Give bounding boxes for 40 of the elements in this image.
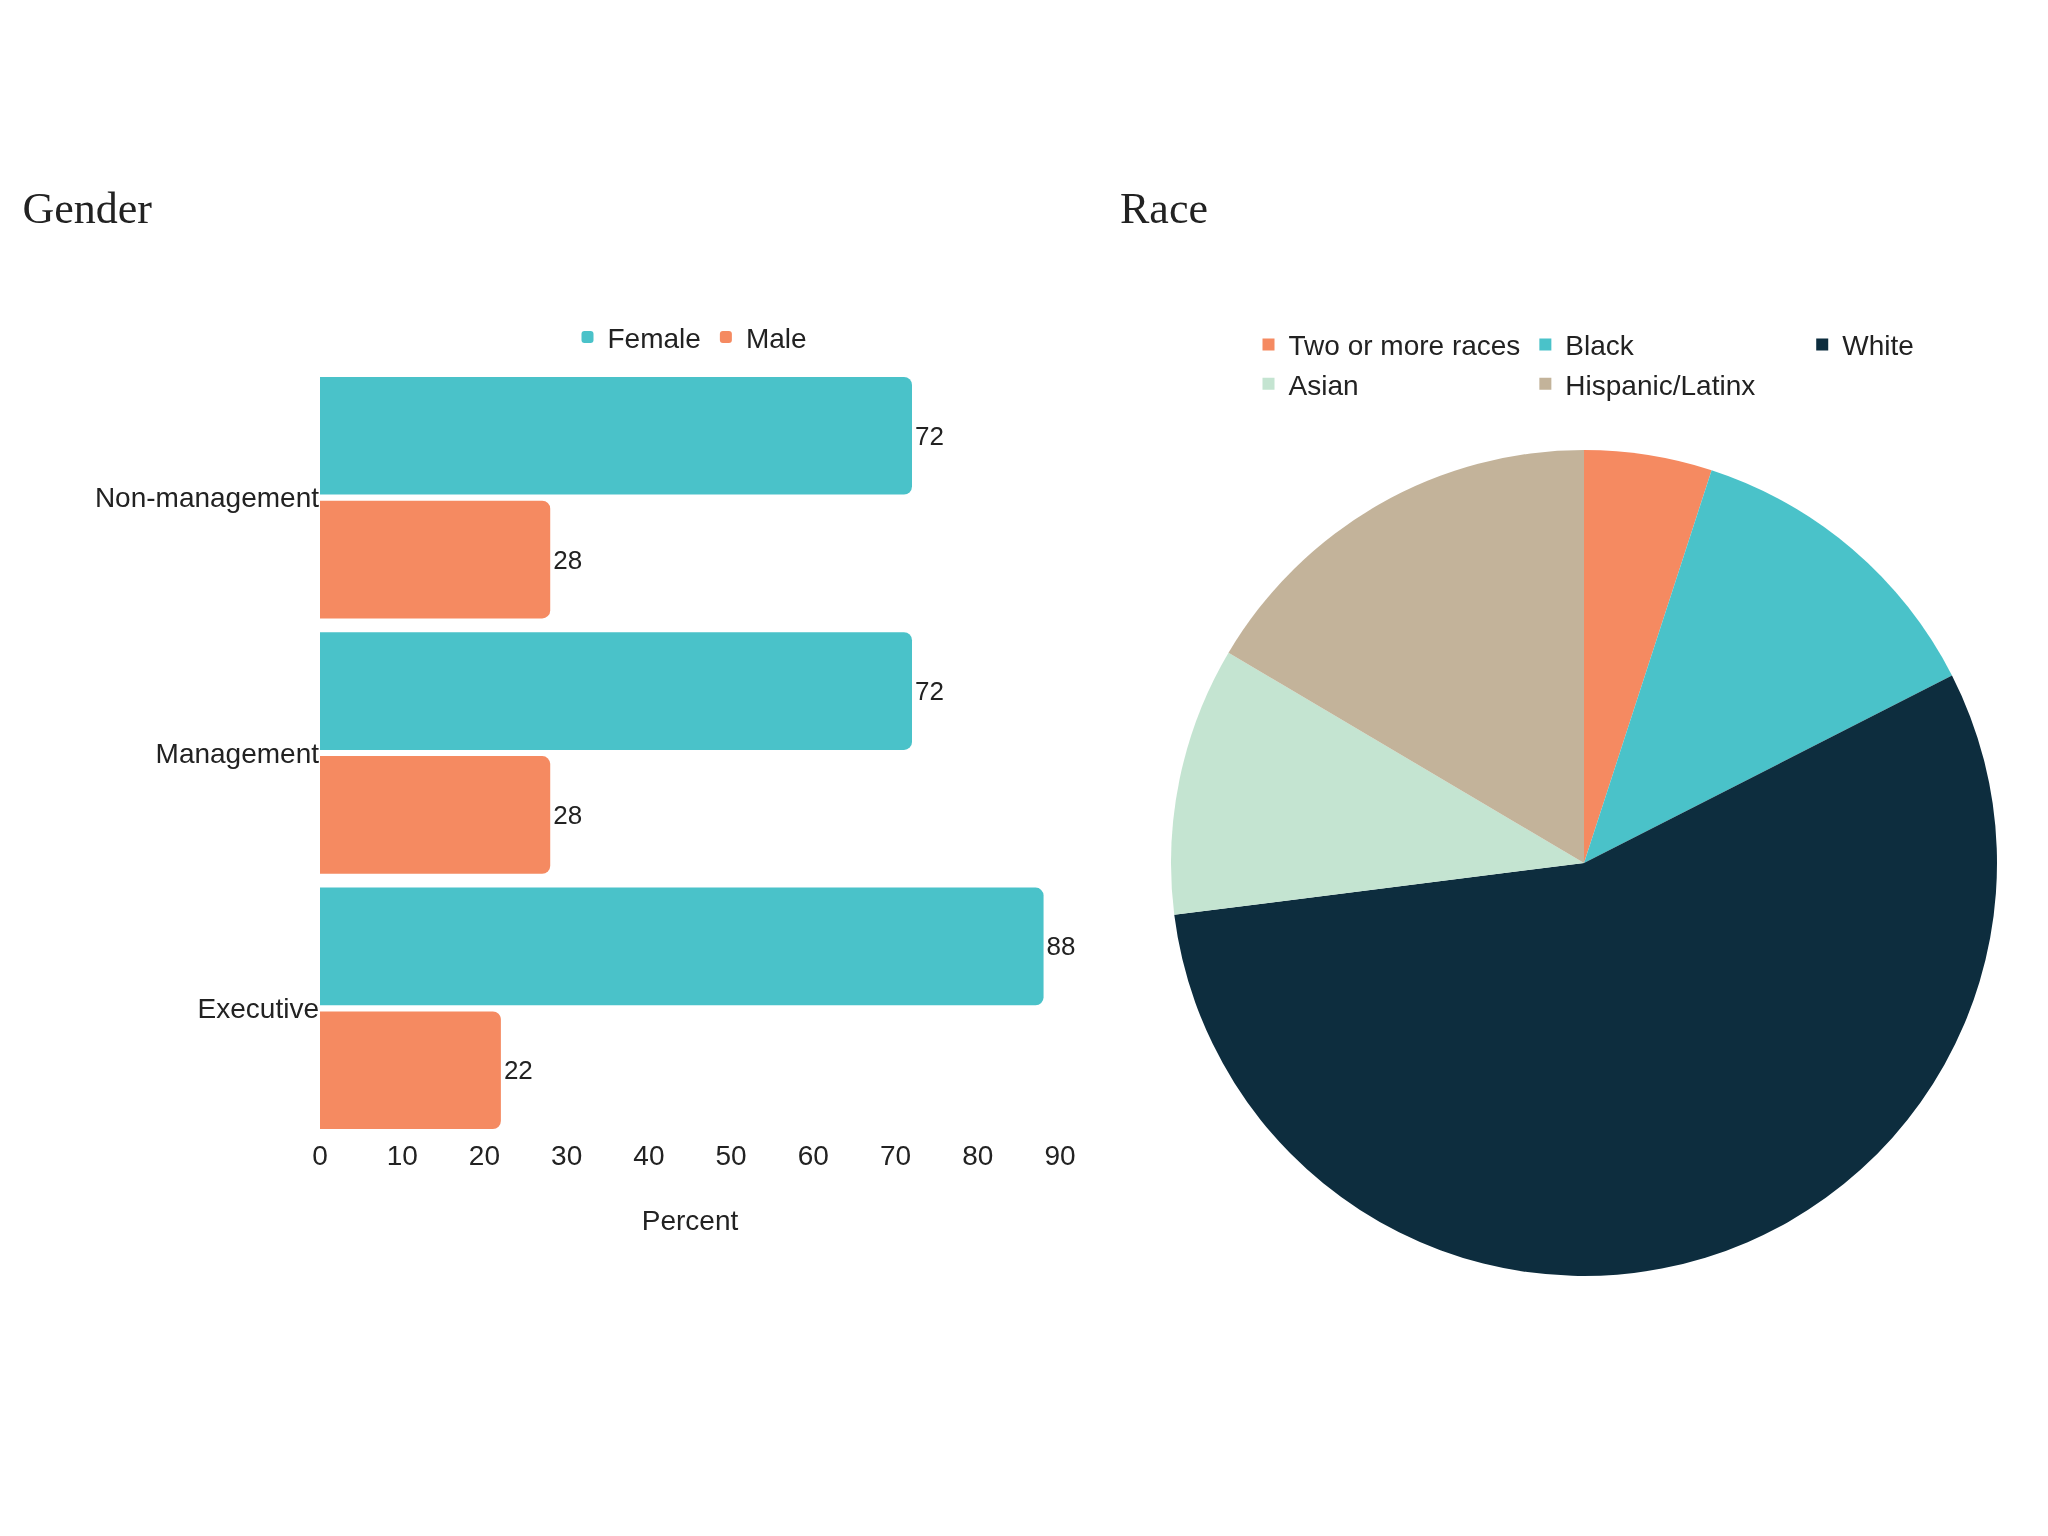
bar <box>320 756 551 874</box>
bar <box>320 500 551 619</box>
legend-label: Asian <box>1288 369 1359 401</box>
data-label: 88 <box>1046 931 1076 962</box>
bar <box>320 376 912 495</box>
legend-label: Female <box>607 322 701 354</box>
x-tick-label: 50 <box>715 1140 747 1171</box>
legend-label: Black <box>1565 330 1635 362</box>
chart-title: Gender <box>22 183 153 233</box>
x-tick-label: 60 <box>797 1140 829 1171</box>
bar <box>320 887 1044 1006</box>
data-label: 28 <box>553 544 583 575</box>
data-label: 72 <box>915 676 944 707</box>
data-label: 22 <box>503 1055 533 1086</box>
pie-slice <box>1584 450 1712 863</box>
legend-label: White <box>1842 330 1914 362</box>
x-tick-label: 70 <box>879 1140 912 1171</box>
bar <box>320 1011 501 1130</box>
x-tick-label: 40 <box>633 1140 665 1171</box>
legend-label: Male <box>745 322 807 354</box>
legend-label: Two or more races <box>1288 330 1521 362</box>
y-tick-label: Non-management <box>94 482 320 514</box>
pie-slice <box>1174 675 1997 1276</box>
pie-slice <box>1171 652 1584 915</box>
y-tick-label: Management <box>155 737 320 769</box>
x-tick-label: 20 <box>468 1140 501 1171</box>
bar <box>320 632 912 750</box>
x-tick-label: 0 <box>312 1140 328 1171</box>
x-tick-label: 30 <box>551 1140 583 1171</box>
pie-slice <box>1584 470 1952 863</box>
data-label: 72 <box>915 420 944 451</box>
x-tick-label: 10 <box>386 1140 418 1171</box>
x-tick-label: 80 <box>962 1140 994 1171</box>
chart-title: Race <box>1120 183 1208 233</box>
x-tick-label: 90 <box>1044 1140 1076 1171</box>
x-axis-title: Percent <box>641 1205 739 1236</box>
pie-slice <box>1228 450 1584 863</box>
data-label: 28 <box>553 799 583 830</box>
y-tick-label: Executive <box>197 993 319 1025</box>
legend-label: Hispanic/Latinx <box>1565 369 1756 401</box>
